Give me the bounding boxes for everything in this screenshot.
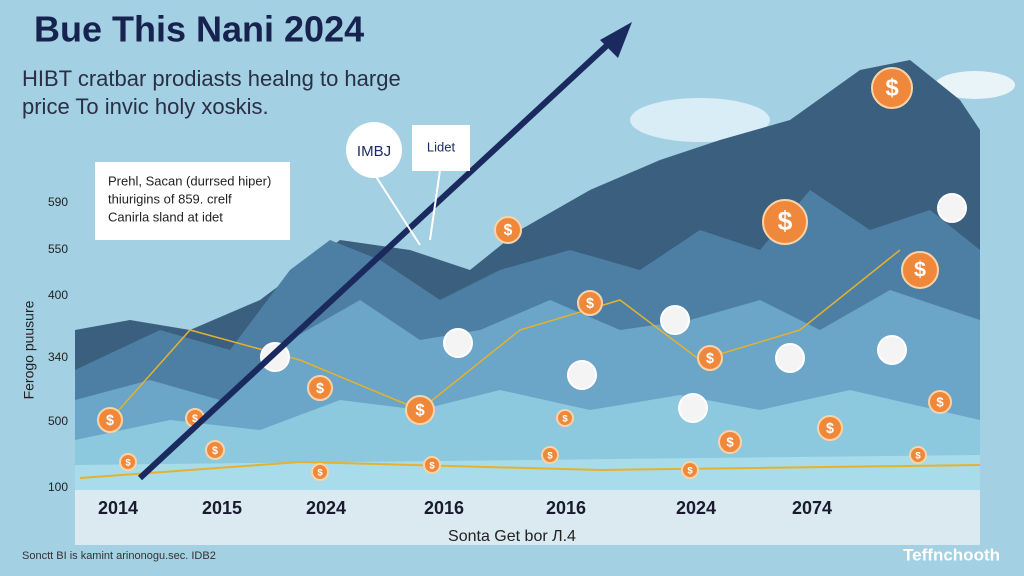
trend-line xyxy=(79,460,981,479)
coin-symbol: $ xyxy=(125,458,131,469)
callout-text: Canirla sland at idet xyxy=(108,209,223,224)
x-label: 2016 xyxy=(424,498,464,518)
icon-badge xyxy=(678,393,708,423)
coin xyxy=(697,345,723,371)
coin xyxy=(307,375,333,401)
coin xyxy=(423,456,441,474)
coin-symbol: $ xyxy=(317,468,323,479)
coin-symbol: $ xyxy=(212,445,218,457)
x-label: 2024 xyxy=(676,498,716,518)
bubble-label: IMBJ xyxy=(357,143,391,160)
bubble-label: Lidet xyxy=(427,139,456,154)
coin-symbol: $ xyxy=(106,413,114,429)
icon-badge xyxy=(443,328,473,358)
icon-badge xyxy=(660,305,690,335)
axis-band xyxy=(75,490,980,545)
coin-symbol: $ xyxy=(826,421,834,437)
rising-arrow xyxy=(137,35,618,481)
y-label: 590 xyxy=(48,195,68,209)
x-label: 2074 xyxy=(792,498,832,518)
callout-box xyxy=(95,162,290,240)
coins: $ $ $ $ $ $ $ $ $ $ $ $ $ $ $ $ $ $ $ $ $ xyxy=(97,67,967,481)
coin xyxy=(871,67,913,109)
coin xyxy=(928,390,952,414)
coin xyxy=(556,409,574,427)
coin xyxy=(97,407,123,433)
coin xyxy=(541,446,559,464)
clouds xyxy=(630,71,1015,142)
coin-symbol: $ xyxy=(429,461,435,472)
coin-symbol: $ xyxy=(562,414,568,425)
coin xyxy=(205,440,225,460)
icon-badge xyxy=(877,335,907,365)
coin xyxy=(817,415,843,441)
bubble xyxy=(412,125,470,171)
source-note: Sonctt BI is kamint arinonogu.sec. IDB2 xyxy=(22,550,216,562)
y-label: 550 xyxy=(48,242,68,256)
coin xyxy=(681,461,699,479)
icon-badge xyxy=(937,193,967,223)
coin-symbol: $ xyxy=(778,206,793,236)
coin-symbol: $ xyxy=(415,400,425,419)
y-axis-title: Ferogo puusure xyxy=(21,300,37,399)
coin-symbol: $ xyxy=(914,257,926,282)
coin-symbol: $ xyxy=(726,434,734,449)
coin-symbol: $ xyxy=(936,394,944,409)
coin-symbol: $ xyxy=(687,466,693,477)
x-axis-title: Sonta Get bor Л.4 xyxy=(448,528,576,545)
trend-line xyxy=(109,249,901,421)
coin-symbol: $ xyxy=(586,296,594,312)
coin-symbol: $ xyxy=(192,413,198,425)
x-label: 2024 xyxy=(306,498,346,518)
callout-text: thiurigins of 859. crelf xyxy=(108,191,232,206)
coin xyxy=(577,290,603,316)
coin-symbol: $ xyxy=(915,451,921,462)
y-label: 340 xyxy=(48,350,68,364)
mountains xyxy=(75,60,980,490)
x-label: 2016 xyxy=(546,498,586,518)
x-label: 2015 xyxy=(202,498,242,518)
y-label: 100 xyxy=(48,480,68,494)
icon-badge xyxy=(775,343,805,373)
icon-badge xyxy=(567,360,597,390)
subtitle: HIBT cratbar prodiasts healng to harge xyxy=(22,66,401,91)
coin xyxy=(311,463,329,481)
x-label: 2014 xyxy=(98,498,138,518)
coin-symbol: $ xyxy=(547,451,553,462)
coin xyxy=(909,446,927,464)
coin-symbol: $ xyxy=(316,381,324,397)
title: Bue This Nani 2024 xyxy=(34,9,364,50)
coin-symbol: $ xyxy=(504,222,513,239)
arrow-head xyxy=(600,22,632,58)
coin xyxy=(762,199,808,245)
coin xyxy=(718,430,742,454)
coin xyxy=(405,395,435,425)
coin-symbol: $ xyxy=(885,74,899,101)
bubble xyxy=(346,122,402,178)
callout-text: Prehl, Sacan (durrsed hiper) xyxy=(108,173,271,188)
y-label: 400 xyxy=(48,288,68,302)
coin-symbol: $ xyxy=(706,351,714,367)
brand: Teffnchooth xyxy=(903,545,1000,564)
subtitle: price To invic holy xoskis. xyxy=(22,94,269,119)
coin xyxy=(901,251,939,289)
coin xyxy=(494,216,522,244)
coin xyxy=(119,453,137,471)
y-label: 500 xyxy=(48,414,68,428)
